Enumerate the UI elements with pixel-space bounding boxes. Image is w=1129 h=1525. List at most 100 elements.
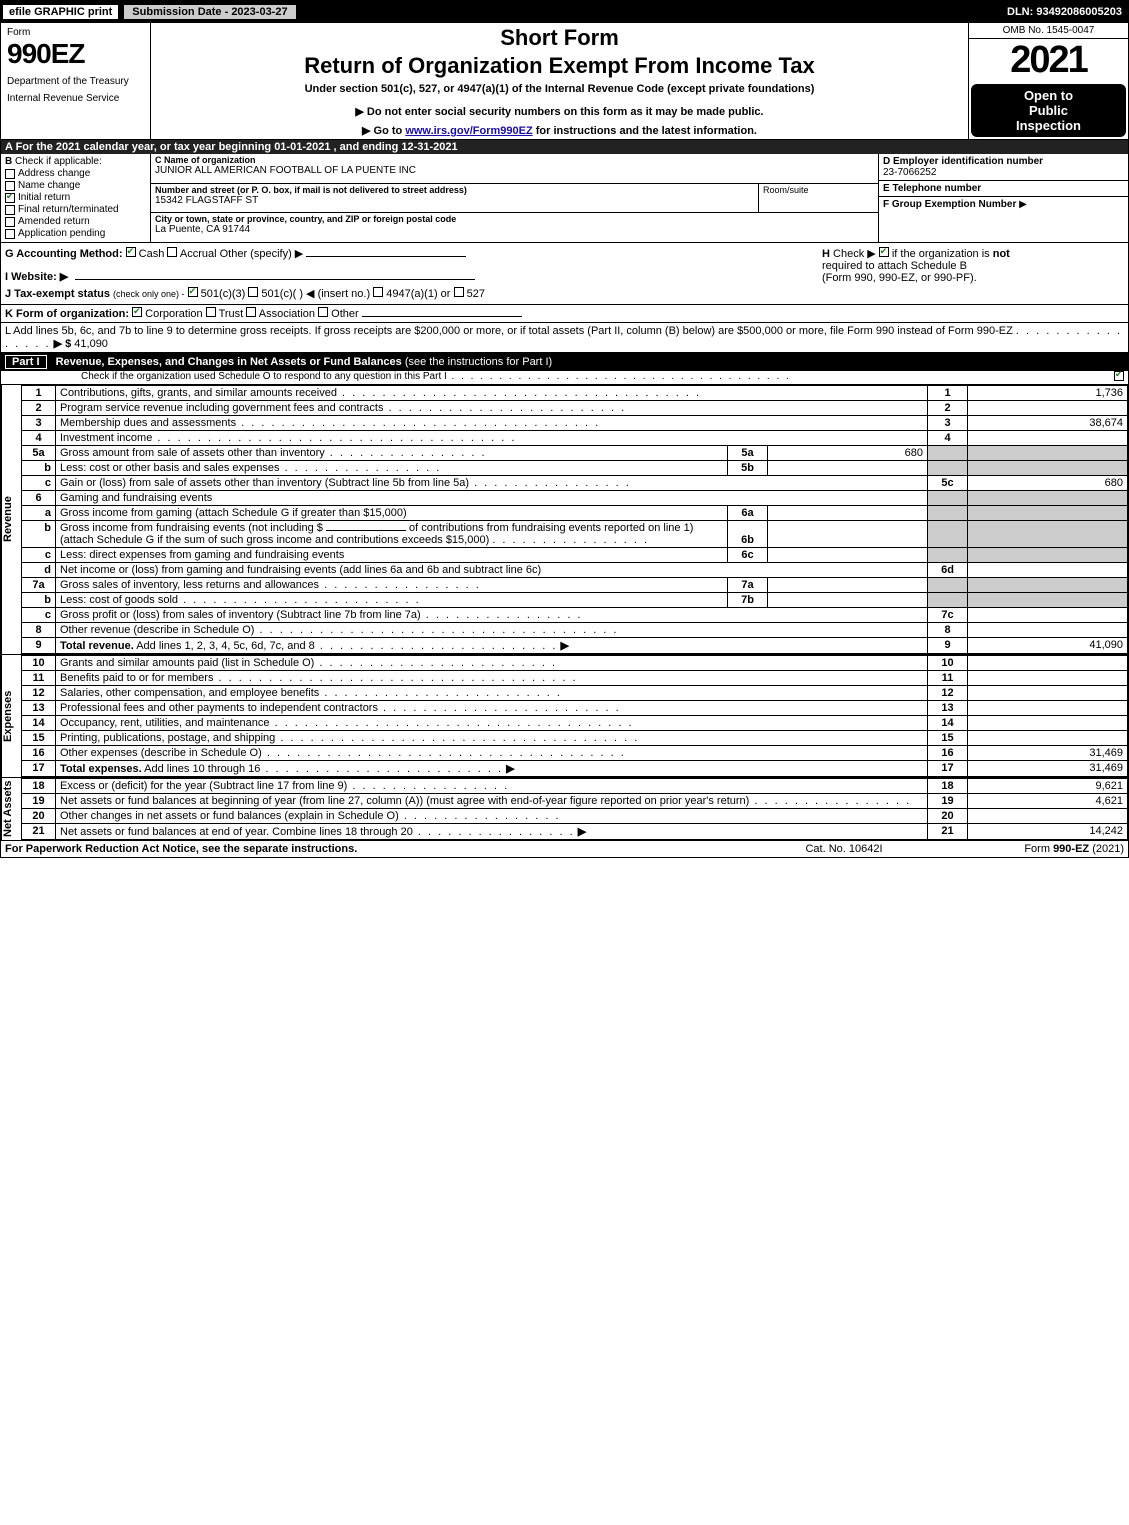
line-19: 19 Net assets or fund balances at beginn… <box>22 794 1128 809</box>
line-6b: b Gross income from fundraising events (… <box>22 521 1128 548</box>
section-c-column: C Name of organization JUNIOR ALL AMERIC… <box>151 154 878 242</box>
l10-rval <box>968 656 1128 671</box>
line-15: 15 Printing, publications, postage, and … <box>22 731 1128 746</box>
checkbox-assoc[interactable] <box>246 307 256 317</box>
l15-desc: Printing, publications, postage, and shi… <box>56 731 928 746</box>
j-note: (check only one) - <box>113 289 185 299</box>
checkbox-amended[interactable] <box>5 217 15 227</box>
l6-shade2 <box>968 491 1128 506</box>
efile-print-label[interactable]: efile GRAPHIC print <box>1 3 120 21</box>
l12-num: 12 <box>22 686 56 701</box>
l13-num: 13 <box>22 701 56 716</box>
l5b-shade2 <box>968 461 1128 476</box>
l3-rval: 38,674 <box>968 416 1128 431</box>
cat-number: Cat. No. 10642I <box>744 843 944 855</box>
k-other: Other <box>331 308 359 320</box>
submission-date: Submission Date - 2023-03-27 <box>122 3 297 21</box>
l5b-num: b <box>22 461 56 476</box>
k-assoc: Association <box>259 308 315 320</box>
checkbox-cash[interactable] <box>126 247 136 257</box>
l-value: 41,090 <box>74 338 108 350</box>
j-501c3: 501(c)(3) <box>201 288 246 300</box>
part-1-check-row: Check if the organization used Schedule … <box>1 371 1128 385</box>
city-state-zip: La Puente, CA 91744 <box>155 224 874 235</box>
netassets-vertical-label: Net Assets <box>1 778 21 840</box>
open-public-l2: Public <box>973 103 1124 118</box>
checkbox-501c[interactable] <box>248 287 258 297</box>
l8-rnum: 8 <box>928 623 968 638</box>
checkbox-corp[interactable] <box>132 307 142 317</box>
l16-rnum: 16 <box>928 746 968 761</box>
checkbox-pending[interactable] <box>5 229 15 239</box>
checkbox-schedule-b[interactable] <box>879 247 889 257</box>
line-7b: b Less: cost of goods sold 7b <box>22 593 1128 608</box>
open-to-public-badge: Open to Public Inspection <box>971 84 1126 137</box>
checkbox-final[interactable] <box>5 205 15 215</box>
checkbox-527[interactable] <box>454 287 464 297</box>
city-cell: City or town, state or province, country… <box>151 213 878 242</box>
l4-num: 4 <box>22 431 56 446</box>
org-name: JUNIOR ALL AMERICAN FOOTBALL OF LA PUENT… <box>155 165 874 176</box>
lbl-pending: Application pending <box>18 228 105 239</box>
line-8: 8 Other revenue (describe in Schedule O)… <box>22 623 1128 638</box>
line-3: 3 Membership dues and assessments 3 38,6… <box>22 416 1128 431</box>
l18-desc: Excess or (deficit) for the year (Subtra… <box>56 779 928 794</box>
l17-num: 17 <box>22 761 56 777</box>
header-right: OMB No. 1545-0047 2021 Open to Public In… <box>968 23 1128 139</box>
l10-rnum: 10 <box>928 656 968 671</box>
l14-desc: Occupancy, rent, utilities, and maintena… <box>56 716 928 731</box>
g-other: Other (specify) ▶ <box>220 248 304 260</box>
l20-num: 20 <box>22 809 56 824</box>
l19-rval: 4,621 <box>968 794 1128 809</box>
l6d-num: d <box>22 563 56 578</box>
checkbox-schedule-o[interactable] <box>1114 371 1124 381</box>
k-corp: Corporation <box>145 308 202 320</box>
l15-rnum: 15 <box>928 731 968 746</box>
checkbox-trust[interactable] <box>206 307 216 317</box>
l6d-rval <box>968 563 1128 578</box>
line-7a: 7a Gross sales of inventory, less return… <box>22 578 1128 593</box>
l6-desc: Gaming and fundraising events <box>56 491 928 506</box>
l2-rnum: 2 <box>928 401 968 416</box>
topbar: efile GRAPHIC print Submission Date - 20… <box>1 1 1128 23</box>
page-footer: For Paperwork Reduction Act Notice, see … <box>1 840 1128 857</box>
h-not: not <box>993 248 1010 260</box>
checkbox-name[interactable] <box>5 181 15 191</box>
checkbox-address[interactable] <box>5 169 15 179</box>
goto-link[interactable]: www.irs.gov/Form990EZ <box>405 125 532 137</box>
checkbox-accrual[interactable] <box>167 247 177 257</box>
checkbox-other-org[interactable] <box>318 307 328 317</box>
lbl-initial: Initial return <box>18 192 70 203</box>
l20-rnum: 20 <box>928 809 968 824</box>
l4-desc: Investment income <box>56 431 928 446</box>
l8-desc: Other revenue (describe in Schedule O) <box>56 623 928 638</box>
l6b-amount-input[interactable] <box>326 530 406 531</box>
l16-rval: 31,469 <box>968 746 1128 761</box>
j-501c: 501(c)( ) <box>261 288 303 300</box>
open-public-l3: Inspection <box>973 118 1124 133</box>
l6b-desc1: Gross income from fundraising events (no… <box>60 522 323 534</box>
website-input[interactable] <box>75 279 475 280</box>
l9-rnum: 9 <box>928 638 968 654</box>
l14-rval <box>968 716 1128 731</box>
l2-rval <box>968 401 1128 416</box>
revenue-vertical-label: Revenue <box>1 385 21 654</box>
l7b-shade1 <box>928 593 968 608</box>
checkbox-initial[interactable] <box>5 193 15 203</box>
checkbox-4947[interactable] <box>373 287 383 297</box>
l-arrow: ▶ $ <box>54 338 72 350</box>
l11-num: 11 <box>22 671 56 686</box>
checkbox-501c3[interactable] <box>188 287 198 297</box>
line-21: 21 Net assets or fund balances at end of… <box>22 824 1128 840</box>
org-name-cell: C Name of organization JUNIOR ALL AMERIC… <box>151 154 878 183</box>
l7a-shade1 <box>928 578 968 593</box>
goto-pre: ▶ Go to <box>362 125 405 137</box>
g-other-input[interactable] <box>306 256 466 257</box>
l5a-inval: 680 <box>768 446 928 461</box>
city-label: City or town, state or province, country… <box>155 214 874 224</box>
check-amended-return: Amended return <box>5 216 146 227</box>
k-other-input[interactable] <box>362 316 522 317</box>
l3-rnum: 3 <box>928 416 968 431</box>
l7c-rnum: 7c <box>928 608 968 623</box>
line-10: 10 Grants and similar amounts paid (list… <box>22 656 1128 671</box>
